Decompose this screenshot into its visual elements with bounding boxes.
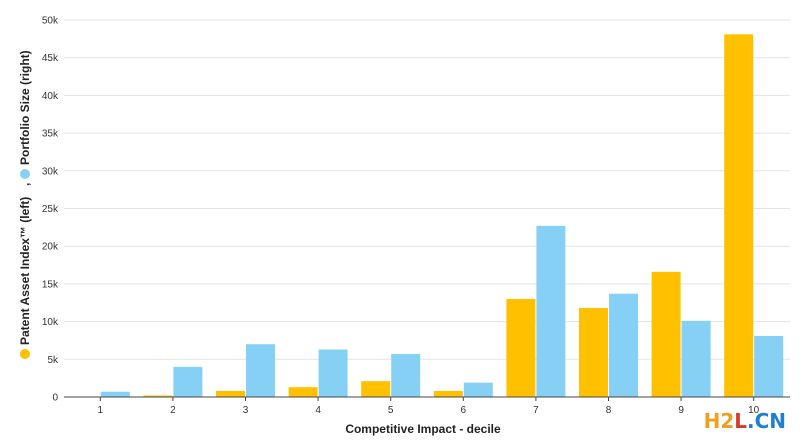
bar-patent-asset-index: [506, 298, 536, 397]
bar-patent-asset-index: [216, 390, 245, 397]
h2l-watermark-logo: H2L.CN: [704, 409, 786, 433]
y-tick-label: 50k: [42, 16, 59, 27]
y-tick-label: 20k: [42, 242, 59, 253]
bar-portfolio-size: [754, 335, 784, 397]
x-tick-label: 5: [388, 405, 394, 416]
bar-patent-asset-index: [579, 308, 608, 397]
x-tick-label: 8: [606, 405, 612, 416]
legend-swatch-patent-asset-index: [20, 349, 30, 359]
bar-portfolio-size: [536, 225, 566, 397]
bar-portfolio-size: [246, 344, 275, 397]
y-tick-label: 0: [52, 393, 58, 404]
bar-portfolio-size: [318, 349, 348, 397]
x-axis-ticks: 1 2 3 4 5 6 7 8 9 10: [98, 397, 760, 416]
y-tick-label: 35k: [42, 129, 59, 140]
bar-portfolio-size: [100, 391, 130, 397]
x-tick-label: 10: [748, 405, 760, 416]
bar-patent-asset-index: [724, 34, 754, 398]
bar-portfolio-size: [681, 320, 711, 397]
x-tick-label: 2: [170, 405, 176, 416]
x-tick-label: 1: [98, 405, 104, 416]
bar-portfolio-size: [391, 354, 421, 397]
bar-portfolio-size: [463, 382, 493, 397]
bar-patent-asset-index: [361, 381, 391, 397]
x-axis-title: Competitive Impact - decile: [345, 422, 501, 436]
x-tick-label: 7: [533, 405, 539, 416]
y-tick-label: 10k: [42, 317, 59, 328]
legend-swatch-portfolio-size: [20, 169, 30, 179]
bar-patent-asset-index: [651, 271, 681, 397]
x-tick-label: 4: [315, 405, 321, 416]
x-tick-label: 3: [243, 405, 249, 416]
y-tick-label: 5k: [47, 355, 59, 366]
y-tick-label: 15k: [42, 279, 59, 290]
bar-patent-asset-index: [288, 387, 318, 397]
bar-portfolio-size: [609, 293, 638, 397]
y-axis-ticks: 0 5k 10k 15k 20k 25k 30k 35k 40k 45k 50k: [42, 16, 59, 404]
legend-label-patent-asset-index: Patent Asset Index™ (left): [18, 197, 32, 345]
bar-patent-asset-index: [433, 390, 463, 397]
watermark-part-2: L: [734, 409, 747, 433]
legend: Patent Asset Index™ (left) , Portfolio S…: [18, 50, 32, 359]
x-tick-label: 9: [678, 405, 684, 416]
y-tick-label: 45k: [42, 53, 59, 64]
watermark-part-1: H2: [703, 409, 735, 433]
y-tick-label: 30k: [42, 166, 59, 177]
legend-separator: ,: [18, 183, 32, 186]
x-tick-label: 6: [461, 405, 467, 416]
legend-label-portfolio-size: Portfolio Size (right): [18, 50, 32, 165]
y-tick-label: 40k: [42, 91, 59, 102]
bars: [100, 34, 784, 398]
grid-lines: [64, 19, 790, 398]
y-tick-label: 25k: [42, 204, 59, 215]
watermark-part-3: .CN: [746, 409, 786, 433]
bar-portfolio-size: [173, 366, 203, 397]
bar-patent-asset-index: [143, 395, 173, 397]
